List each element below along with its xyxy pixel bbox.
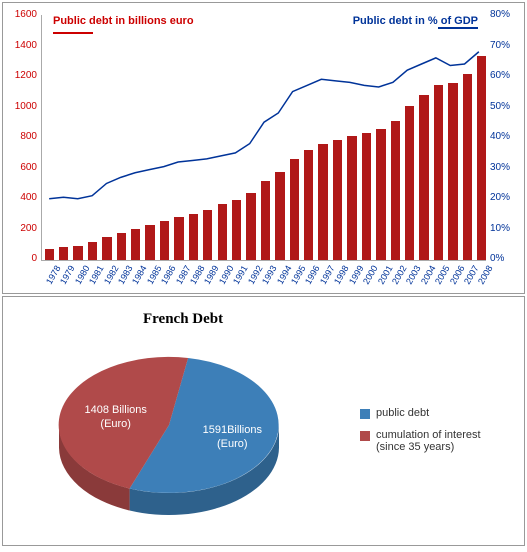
debt-bar xyxy=(203,210,212,260)
debt-bar xyxy=(376,129,385,260)
debt-timeseries-panel: Public debt in billions euro Public debt… xyxy=(2,2,525,294)
y-left-tick: 1400 xyxy=(9,40,37,51)
y-right-tick: 60% xyxy=(490,70,518,81)
pie-legend-swatch xyxy=(360,431,370,441)
pie-title: French Debt xyxy=(143,311,223,328)
debt-bar xyxy=(218,204,227,260)
debt-bar xyxy=(333,140,342,260)
y-left-tick: 200 xyxy=(9,223,37,234)
y-right-tick: 70% xyxy=(490,40,518,51)
debt-bar xyxy=(189,214,198,260)
debt-bar xyxy=(347,136,356,260)
y-left-tick: 0 xyxy=(9,253,37,264)
debt-bar xyxy=(45,249,54,260)
debt-bar xyxy=(73,246,82,260)
debt-bar xyxy=(477,56,486,260)
debt-bar xyxy=(275,172,284,260)
y-left-tick: 1600 xyxy=(9,9,37,20)
y-right-tick: 30% xyxy=(490,162,518,173)
y-left-tick: 800 xyxy=(9,131,37,142)
x-tick-year: 1985 xyxy=(145,264,164,286)
y-left-tick: 1200 xyxy=(9,70,37,81)
debt-bar xyxy=(232,200,241,260)
pie-legend-swatch xyxy=(360,409,370,419)
y-right-tick: 0% xyxy=(490,253,518,264)
pie-legend-item: cumulation of interest (since 35 years) xyxy=(360,429,506,453)
y-right-tick: 40% xyxy=(490,131,518,142)
y-left-tick: 400 xyxy=(9,192,37,203)
y-right-tick: 20% xyxy=(490,192,518,203)
pie-legend-text: public debt xyxy=(376,407,429,419)
debt-bar xyxy=(160,221,169,260)
x-tick-year: 1990 xyxy=(217,264,236,286)
debt-bar xyxy=(318,144,327,260)
debt-bar xyxy=(59,247,68,260)
debt-bar xyxy=(174,217,183,260)
debt-bar xyxy=(304,150,313,260)
y-right-tick: 80% xyxy=(490,9,518,20)
pie-chart xyxy=(39,345,299,525)
y-left-tick: 1000 xyxy=(9,101,37,112)
pie-legend-text: cumulation of interest (since 35 years) xyxy=(376,429,506,453)
debt-bar xyxy=(102,237,111,260)
x-tick-year: 2004 xyxy=(419,264,438,286)
debt-bar xyxy=(145,225,154,260)
debt-bar xyxy=(391,121,400,260)
debt-bar xyxy=(434,85,443,260)
x-tick-year: 1997 xyxy=(318,264,337,286)
french-debt-pie-panel: French Debt 1591Billions(Euro)1408 Billi… xyxy=(2,296,525,546)
pie-legend-item: public debt xyxy=(360,407,506,419)
debt-bar xyxy=(88,242,97,260)
y-right-tick: 10% xyxy=(490,223,518,234)
x-tick-year: 1978 xyxy=(44,264,63,286)
debt-bar xyxy=(405,106,414,260)
debt-bar xyxy=(463,74,472,260)
y-right-tick: 50% xyxy=(490,101,518,112)
debt-bar xyxy=(448,83,457,260)
y-left-tick: 600 xyxy=(9,162,37,173)
pie-legend: public debt cumulation of interest (since… xyxy=(360,407,506,463)
debt-bar xyxy=(117,233,126,260)
x-tick-year: 1992 xyxy=(246,264,265,286)
debt-bar xyxy=(290,159,299,260)
debt-bar xyxy=(362,133,371,260)
debt-bar xyxy=(131,229,140,260)
debt-bar xyxy=(246,193,255,260)
debt-bar xyxy=(419,95,428,260)
debt-bar xyxy=(261,181,270,260)
plot-area xyxy=(41,15,486,261)
